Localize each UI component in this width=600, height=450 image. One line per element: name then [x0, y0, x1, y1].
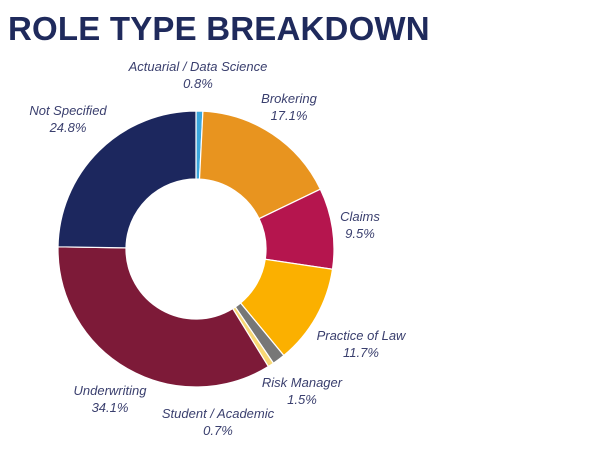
- slice-value-risk-manager: 1.5%: [287, 392, 317, 407]
- chart-title: ROLE TYPE BREAKDOWN: [8, 10, 430, 47]
- slice-label-student-academic: Student / Academic: [162, 406, 275, 421]
- slice-brokering: [198, 110, 322, 220]
- slice-label-claims: Claims: [340, 209, 380, 224]
- slice-value-brokering: 17.1%: [271, 108, 308, 123]
- slice-value-underwriting: 34.1%: [92, 400, 129, 415]
- slice-value-actuarial-data-science: 0.8%: [183, 76, 213, 91]
- labels-group: Actuarial / Data Science 0.8% Brokering 17.…: [29, 59, 407, 438]
- slice-label-underwriting: Underwriting: [74, 383, 148, 398]
- slice-label-not-specified: Not Specified: [29, 103, 107, 118]
- slice-value-student-academic: 0.7%: [203, 423, 233, 438]
- slice-label-risk-manager: Risk Manager: [262, 375, 343, 390]
- slice-label-brokering: Brokering: [261, 91, 317, 106]
- slice-label-actuarial-data-science: Actuarial / Data Science: [128, 59, 268, 74]
- slices-group: [57, 110, 335, 388]
- slice-value-not-specified: 24.8%: [49, 120, 87, 135]
- slice-label-practice-of-law: Practice of Law: [317, 328, 407, 343]
- slice-not-specified: [57, 110, 197, 249]
- slice-value-practice-of-law: 11.7%: [343, 345, 379, 360]
- slice-value-claims: 9.5%: [345, 226, 375, 241]
- slice-underwriting: [57, 246, 270, 388]
